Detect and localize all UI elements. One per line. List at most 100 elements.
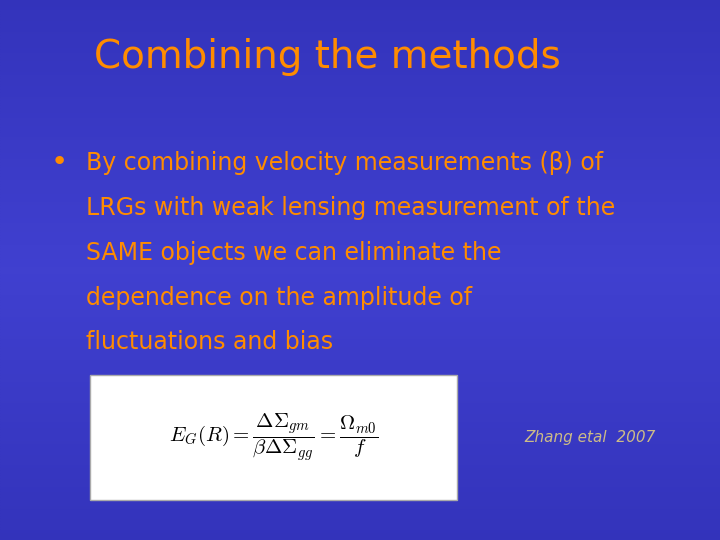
- Bar: [0, 362, 720, 364]
- Bar: [0, 459, 720, 462]
- Bar: [0, 448, 720, 451]
- Bar: [0, 340, 720, 343]
- Bar: [0, 65, 720, 68]
- Bar: [0, 178, 720, 181]
- Bar: [0, 146, 720, 148]
- Bar: [0, 192, 720, 194]
- Bar: [0, 356, 720, 359]
- Bar: [0, 219, 720, 221]
- Bar: [0, 526, 720, 529]
- Bar: [0, 483, 720, 486]
- Bar: [0, 432, 720, 435]
- Text: By combining velocity measurements (β) of: By combining velocity measurements (β) o…: [86, 151, 603, 175]
- Bar: [0, 500, 720, 502]
- Bar: [0, 94, 720, 97]
- Bar: [0, 76, 720, 78]
- Bar: [0, 491, 720, 494]
- Bar: [0, 157, 720, 159]
- Bar: [0, 84, 720, 86]
- Bar: [0, 510, 720, 513]
- Bar: [0, 502, 720, 505]
- Bar: [0, 351, 720, 354]
- Bar: [0, 327, 720, 329]
- Bar: [0, 338, 720, 340]
- Bar: [0, 335, 720, 338]
- Bar: [0, 489, 720, 491]
- Bar: [0, 505, 720, 508]
- Bar: [0, 184, 720, 186]
- Bar: [0, 300, 720, 302]
- Bar: [0, 235, 720, 238]
- Bar: [0, 89, 720, 92]
- Bar: [0, 529, 720, 532]
- Bar: [0, 3, 720, 5]
- Bar: [0, 321, 720, 324]
- Bar: [0, 265, 720, 267]
- Bar: [0, 32, 720, 35]
- Bar: [0, 267, 720, 270]
- Bar: [0, 454, 720, 456]
- Bar: [0, 24, 720, 27]
- Bar: [0, 213, 720, 216]
- Bar: [0, 397, 720, 400]
- Bar: [0, 167, 720, 170]
- Bar: [0, 119, 720, 122]
- Bar: [0, 481, 720, 483]
- Bar: [0, 354, 720, 356]
- Bar: [0, 375, 720, 378]
- Bar: [0, 259, 720, 262]
- Bar: [0, 278, 720, 281]
- Bar: [0, 243, 720, 246]
- Bar: [0, 100, 720, 103]
- Bar: [0, 470, 720, 472]
- Bar: [0, 475, 720, 478]
- Bar: [0, 135, 720, 138]
- Bar: [0, 170, 720, 173]
- Bar: [0, 92, 720, 94]
- Text: dependence on the amplitude of: dependence on the amplitude of: [86, 286, 472, 309]
- Bar: [0, 359, 720, 362]
- Bar: [0, 443, 720, 445]
- Bar: [0, 462, 720, 464]
- Text: $E_G(R) = \dfrac{\Delta\Sigma_{gm}}{\beta\Delta\Sigma_{gg}} = \dfrac{\Omega_{m0}: $E_G(R) = \dfrac{\Delta\Sigma_{gm}}{\bet…: [169, 411, 378, 463]
- Bar: [0, 68, 720, 70]
- Bar: [0, 124, 720, 127]
- Bar: [0, 246, 720, 248]
- Bar: [0, 116, 720, 119]
- Bar: [0, 281, 720, 284]
- Bar: [0, 35, 720, 38]
- Text: fluctuations and bias: fluctuations and bias: [86, 330, 333, 354]
- Bar: [0, 54, 720, 57]
- Bar: [0, 122, 720, 124]
- Bar: [0, 200, 720, 202]
- Bar: [0, 310, 720, 313]
- Bar: [0, 437, 720, 440]
- Bar: [0, 348, 720, 351]
- Bar: [0, 494, 720, 497]
- Bar: [0, 508, 720, 510]
- Bar: [0, 186, 720, 189]
- Bar: [0, 173, 720, 176]
- Bar: [0, 86, 720, 89]
- Bar: [0, 97, 720, 100]
- Bar: [0, 421, 720, 424]
- Bar: [0, 238, 720, 240]
- Bar: [0, 456, 720, 459]
- Bar: [0, 416, 720, 418]
- Bar: [0, 232, 720, 235]
- Text: Zhang etal  2007: Zhang etal 2007: [525, 430, 656, 445]
- Bar: [0, 73, 720, 76]
- Bar: [0, 467, 720, 470]
- FancyBboxPatch shape: [90, 375, 457, 500]
- Bar: [0, 38, 720, 40]
- Bar: [0, 427, 720, 429]
- Bar: [0, 289, 720, 292]
- Bar: [0, 181, 720, 184]
- Bar: [0, 230, 720, 232]
- Bar: [0, 472, 720, 475]
- Bar: [0, 154, 720, 157]
- Bar: [0, 78, 720, 81]
- Bar: [0, 105, 720, 108]
- Bar: [0, 113, 720, 116]
- Bar: [0, 446, 720, 448]
